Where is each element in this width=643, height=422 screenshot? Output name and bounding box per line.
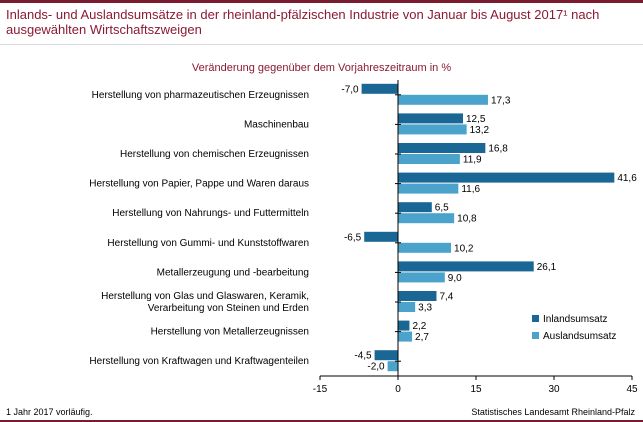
legend-label: Auslandsumsatz	[543, 331, 616, 342]
data-label: 7,4	[439, 292, 453, 303]
data-label: 41,6	[617, 173, 637, 184]
legend-label: Inlandsumsatz	[543, 314, 607, 325]
bar-inlandsumsatz	[374, 350, 398, 361]
data-label: 26,1	[537, 262, 557, 273]
category-label: Maschinenbau	[244, 119, 309, 130]
category-label: Herstellung von Kraftwagen und Kraftwage…	[89, 356, 309, 367]
legend-swatch	[532, 315, 539, 322]
data-label: -2,0	[367, 362, 385, 373]
chart-subtitle: Veränderung gegenüber dem Vorjahreszeitr…	[191, 62, 452, 74]
bar-auslandsumsatz	[398, 242, 452, 253]
data-label: 16,8	[488, 144, 508, 155]
data-label: 11,9	[463, 155, 482, 166]
data-label: -6,5	[344, 232, 362, 243]
data-label: 12,5	[466, 114, 486, 125]
data-label: 6,5	[435, 203, 449, 214]
bottom-rule	[0, 420, 643, 422]
data-label: -4,5	[354, 351, 372, 362]
x-tick-label: 0	[395, 384, 401, 395]
category-label: Herstellung von Metallerzeugnissen	[151, 327, 309, 338]
bar-auslandsumsatz	[398, 213, 455, 224]
data-label: 9,0	[448, 273, 462, 284]
chart-title: Inlands- und Auslandsumsätze in der rhei…	[6, 7, 600, 37]
top-rule	[0, 0, 643, 3]
bar-auslandsumsatz	[398, 272, 445, 283]
data-label: 10,2	[454, 243, 474, 254]
footnote: 1 Jahr 2017 vorläufig.	[6, 407, 93, 417]
bar-inlandsumsatz	[361, 83, 398, 94]
data-label: 13,2	[470, 125, 490, 136]
data-label: 2,2	[412, 321, 426, 332]
data-label: 10,8	[457, 214, 477, 225]
bar-auslandsumsatz	[398, 331, 413, 342]
category-label: Herstellung von Glas und Glaswaren, Kera…	[101, 291, 309, 302]
title-divider	[0, 44, 643, 45]
bar-inlandsumsatz	[398, 113, 463, 124]
bar-auslandsumsatz	[398, 94, 488, 105]
data-label: 11,6	[461, 184, 480, 195]
x-tick-label: -15	[313, 384, 328, 395]
bar-inlandsumsatz	[398, 202, 432, 213]
category-label: Herstellung von Nahrungs- und Futtermitt…	[112, 208, 309, 219]
data-label: 3,3	[418, 303, 432, 314]
bar-inlandsumsatz	[398, 261, 534, 272]
bar-auslandsumsatz	[398, 154, 460, 164]
bar-inlandsumsatz	[398, 172, 615, 183]
x-tick-label: 15	[470, 384, 482, 395]
bar-auslandsumsatz	[398, 183, 459, 194]
bar-auslandsumsatz	[398, 302, 416, 312]
legend-swatch	[532, 332, 539, 339]
category-label: Metallerzeugung und -bearbeitung	[157, 267, 309, 278]
data-label: 17,3	[491, 95, 511, 106]
category-label: Verarbeitung von Steinen und Erden	[148, 303, 309, 314]
bar-inlandsumsatz	[364, 231, 398, 242]
bar-auslandsumsatz	[398, 124, 467, 135]
category-label: Herstellung von Papier, Pappe und Waren …	[89, 179, 309, 190]
category-label: Herstellung von pharmazeutischen Erzeugn…	[92, 90, 309, 101]
category-label: Herstellung von Gummi- und Kunststoffwar…	[107, 238, 309, 249]
data-label: -7,0	[341, 84, 359, 95]
source-note: Statistisches Landesamt Rheinland-Pfalz	[471, 407, 635, 417]
category-label: Herstellung von chemischen Erzeugnissen	[120, 149, 309, 160]
x-tick-label: 30	[548, 384, 560, 395]
x-tick-label: 45	[626, 384, 638, 395]
bar-inlandsumsatz	[398, 143, 486, 153]
bar-inlandsumsatz	[398, 320, 410, 331]
data-label: 2,7	[415, 332, 429, 343]
bar-auslandsumsatz	[387, 361, 398, 372]
bar-inlandsumsatz	[398, 291, 437, 301]
